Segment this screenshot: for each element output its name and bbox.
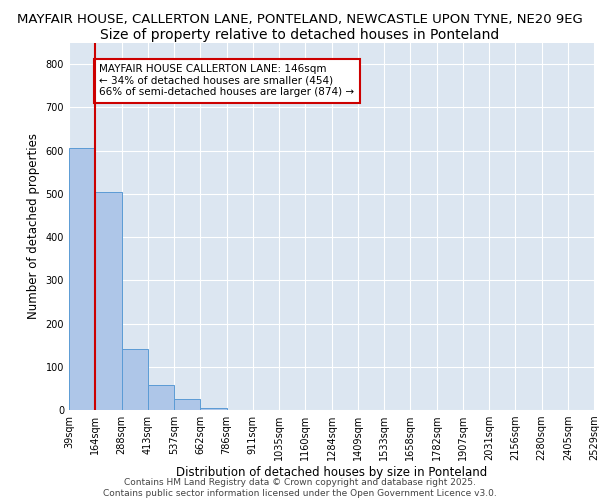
X-axis label: Distribution of detached houses by size in Ponteland: Distribution of detached houses by size … <box>176 466 487 479</box>
Bar <box>95 192 121 410</box>
Bar <box>148 386 174 410</box>
Y-axis label: Number of detached properties: Number of detached properties <box>27 133 40 320</box>
Bar <box>174 399 200 410</box>
Text: MAYFAIR HOUSE, CALLERTON LANE, PONTELAND, NEWCASTLE UPON TYNE, NE20 9EG: MAYFAIR HOUSE, CALLERTON LANE, PONTELAND… <box>17 12 583 26</box>
Bar <box>69 148 95 410</box>
Text: MAYFAIR HOUSE CALLERTON LANE: 146sqm
← 34% of detached houses are smaller (454)
: MAYFAIR HOUSE CALLERTON LANE: 146sqm ← 3… <box>99 64 355 98</box>
Bar <box>200 408 227 410</box>
Text: Contains HM Land Registry data © Crown copyright and database right 2025.
Contai: Contains HM Land Registry data © Crown c… <box>103 478 497 498</box>
Bar <box>121 350 148 410</box>
Text: Size of property relative to detached houses in Ponteland: Size of property relative to detached ho… <box>100 28 500 42</box>
